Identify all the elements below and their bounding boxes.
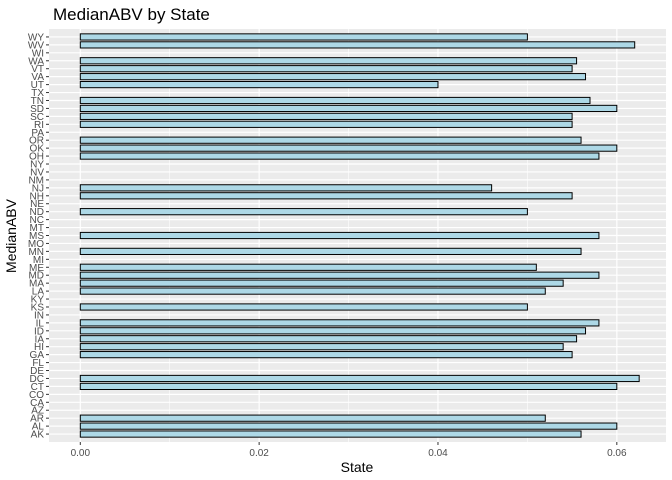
y-tick-label: NY — [30, 160, 44, 171]
y-tick-label: RI — [34, 120, 44, 131]
bar-or — [79, 136, 582, 144]
y-tick-label: WV — [28, 40, 44, 51]
bar-ok — [79, 144, 618, 152]
bar-oh — [79, 152, 600, 160]
y-tick-label: AL — [32, 422, 45, 433]
y-tick-label: SC — [30, 112, 44, 123]
bar-sc — [79, 112, 573, 120]
y-tick-label: MS — [29, 231, 44, 242]
y-axis-ticks: AKALARAZCACOCTDCDEFLGAHIIAIDILINKSKYLAMA… — [28, 32, 49, 441]
y-tick-label: KY — [31, 295, 45, 306]
y-tick-label: DC — [30, 374, 44, 385]
x-tick-label: 0.06 — [607, 448, 627, 459]
y-tick-label: ND — [30, 207, 44, 218]
bar-sd — [79, 104, 618, 113]
bar-ma — [79, 279, 564, 287]
bar-al — [79, 422, 618, 430]
bar-md — [79, 271, 600, 279]
y-tick-label: NC — [30, 215, 44, 226]
bar-wv — [79, 41, 636, 49]
y-tick-label: MI — [33, 255, 44, 266]
bar-ga — [79, 351, 573, 359]
y-tick-label: FL — [32, 358, 44, 369]
y-tick-label: KS — [31, 302, 45, 313]
y-tick-label: CA — [30, 398, 44, 409]
x-tick-label: 0.00 — [71, 448, 91, 459]
y-tick-label: MT — [30, 223, 44, 234]
bar-ks — [79, 303, 528, 311]
y-tick-label: HI — [34, 342, 44, 353]
y-tick-label: UT — [31, 80, 44, 91]
bar-ct — [79, 382, 618, 391]
y-tick-label: MA — [29, 279, 44, 290]
bar-il — [79, 319, 600, 327]
y-tick-label: NH — [30, 191, 44, 202]
y-tick-label: WY — [28, 32, 44, 43]
y-axis-title: MedianABV — [3, 198, 19, 273]
y-tick-label: MD — [28, 271, 44, 282]
bar-nj — [79, 184, 493, 192]
bar-hi — [79, 343, 564, 351]
y-tick-label: TX — [31, 88, 44, 99]
bar-ak — [79, 430, 582, 438]
y-tick-label: IL — [36, 318, 45, 329]
y-tick-label: NM — [28, 175, 44, 186]
y-tick-label: WI — [32, 48, 44, 59]
y-tick-label: GA — [30, 350, 45, 361]
y-tick-label: AR — [30, 414, 44, 425]
y-tick-label: IN — [34, 310, 44, 321]
chart-title: MedianABV by State — [53, 5, 210, 24]
y-tick-label: ME — [29, 263, 44, 274]
bar-id — [79, 327, 587, 335]
bar-vt — [79, 65, 573, 73]
x-axis-ticks: 0.00 0.02 0.04 0.06 — [71, 442, 627, 459]
bar-mn — [79, 247, 582, 255]
bar-wy — [79, 33, 528, 41]
bar-dc — [79, 374, 640, 383]
y-tick-label: VT — [31, 64, 44, 75]
bar-tn — [79, 96, 591, 105]
y-tick-label: PA — [31, 128, 44, 139]
y-tick-label: OR — [29, 136, 44, 147]
y-tick-label: NE — [30, 199, 44, 210]
y-tick-label: CO — [29, 390, 44, 401]
y-tick-label: IA — [35, 334, 45, 345]
bar-va — [79, 73, 587, 81]
y-tick-label: NJ — [32, 183, 44, 194]
y-tick-label: VA — [31, 72, 44, 83]
x-axis-title: State — [341, 459, 374, 475]
y-tick-label: LA — [32, 287, 45, 298]
y-tick-label: ID — [34, 326, 44, 337]
bar-ri — [79, 120, 573, 128]
bar-ar — [79, 414, 546, 422]
y-tick-label: AZ — [31, 406, 44, 417]
bar-la — [79, 287, 546, 295]
bar-ut — [79, 80, 439, 89]
bars — [79, 33, 640, 438]
x-tick-label: 0.04 — [428, 448, 448, 459]
bar-ia — [79, 335, 578, 343]
y-tick-label: DE — [30, 366, 44, 377]
bar-ms — [79, 231, 600, 240]
bar-me — [79, 263, 537, 271]
y-tick-label: AK — [31, 430, 45, 441]
y-tick-label: WA — [28, 56, 44, 67]
y-tick-label: SD — [30, 104, 44, 115]
y-tick-label: MN — [28, 247, 44, 258]
bar-nh — [79, 192, 573, 200]
y-tick-label: CT — [31, 382, 44, 393]
y-tick-label: OK — [30, 144, 45, 155]
bar-nd — [79, 208, 528, 216]
y-tick-label: NV — [30, 167, 44, 178]
y-tick-label: OH — [29, 152, 44, 163]
y-tick-label: MO — [28, 239, 44, 250]
bar-wa — [79, 57, 578, 65]
y-tick-label: TN — [31, 96, 44, 107]
x-tick-label: 0.02 — [249, 448, 269, 459]
